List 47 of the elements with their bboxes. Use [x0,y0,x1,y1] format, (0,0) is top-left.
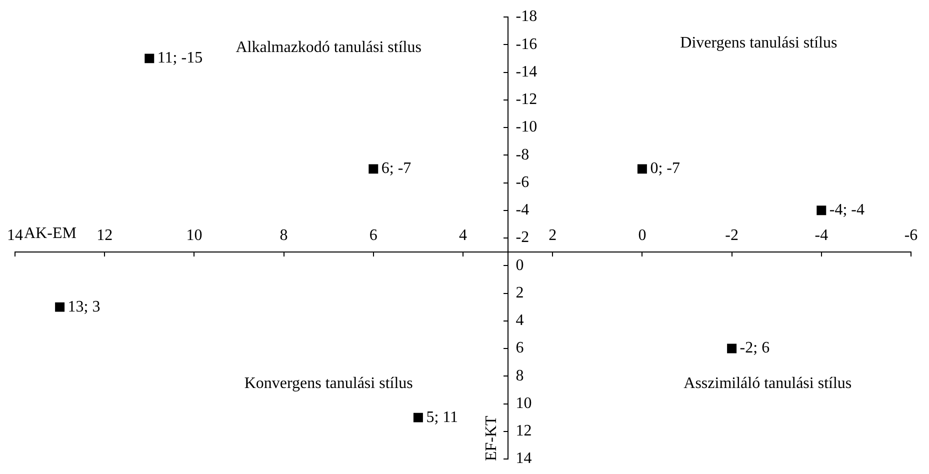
point [727,344,737,354]
y-tick-label: -12 [516,91,538,108]
y-tick-label: 6 [516,340,524,357]
data-label: -4; -4 [829,202,865,219]
x-axis-title: AK-EM [24,225,76,242]
x-tick-label: 8 [280,227,288,244]
annotation: Alkalmazkodó tanulási stílus [236,39,422,56]
point [637,164,647,174]
y-tick-label: 12 [516,422,532,440]
x-tick-label: -4 [814,227,828,244]
x-tick-label: 0 [638,227,646,244]
y-tick-label: -16 [516,36,538,53]
data-label: 11; -15 [157,50,203,67]
annotation: Asszimiláló tanulási stílus [684,375,852,392]
data-label: 13; 3 [68,298,100,316]
y-tick-label: 2 [516,284,524,302]
data-label: 5; 11 [426,408,458,426]
x-tick-label: 4 [459,227,467,244]
annotation: Konvergens tanulási stílus [244,375,413,392]
x-tick-label: -2 [725,227,738,244]
x-tick-label: -6 [904,227,918,244]
point [413,412,423,422]
y-tick-label: 8 [516,367,524,384]
y-tick-label: 10 [516,394,532,412]
y-tick-label: 14 [516,450,532,468]
annotation: Divergens tanulási stílus [680,34,838,52]
x-tick-label: 12 [96,227,113,244]
data-label: 6; -7 [381,160,412,178]
point [55,302,65,312]
y-tick-label: -10 [516,118,538,136]
y-tick-label: -14 [516,63,538,80]
point [144,54,154,64]
x-tick-label: 10 [186,227,202,244]
point [816,206,826,216]
y-tick-label: -8 [516,146,530,164]
y-tick-label: 4 [516,312,524,330]
data-label: -2; 6 [740,340,770,357]
y-axis-title: EF-KT [483,415,500,461]
x-tick-label: 6 [369,227,378,244]
point [368,164,378,174]
data-label: 0; -7 [650,160,680,178]
y-tick-label: -18 [516,8,538,26]
x-tick-label: 14 [7,227,23,244]
y-tick-label: -6 [516,174,530,191]
x-tick-label: 2 [548,227,557,244]
y-tick-label: -4 [516,202,530,219]
y-tick-label: 0 [516,256,524,274]
